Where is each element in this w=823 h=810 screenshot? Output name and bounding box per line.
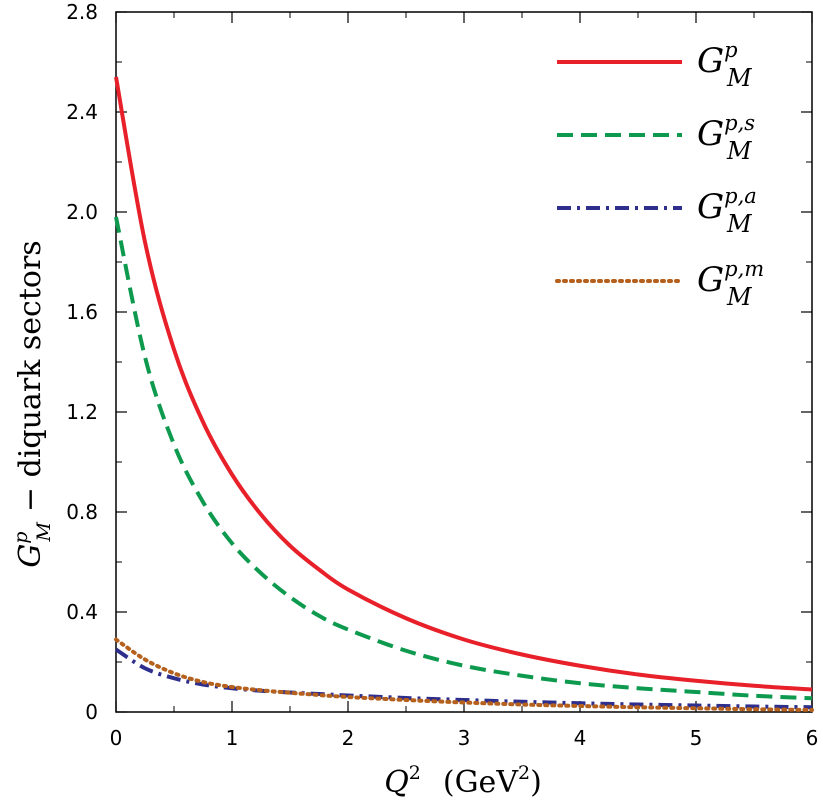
- series-line-1: [114, 76, 813, 692]
- x-tick-label: 1: [226, 726, 239, 750]
- x-axis-title: Q2 (GeV2): [384, 762, 542, 800]
- x-axis-title-unit: (GeV: [443, 765, 519, 800]
- x-axis-title-unit-sup: 2: [518, 762, 530, 784]
- legend-label-4: Gp,m: [697, 257, 764, 300]
- x-tick-label: 4: [574, 726, 587, 750]
- y-tick-label: 0.4: [66, 600, 98, 624]
- y-axis-title: GpM − diquark sectors: [10, 240, 55, 567]
- axis-ticks: 0 1 2 3 4 5 6 0 0.4 0.8 1.2 1.6 2.0 2.4 2.8: [66, 0, 818, 750]
- x-axis-title-unit-close: ): [530, 765, 542, 800]
- y-axis-title-sub: M: [33, 522, 55, 543]
- y-tick-label: 0: [85, 700, 98, 724]
- legend-label-3: Gp,a: [697, 184, 757, 227]
- y-axis-title-rest: − diquark sectors: [13, 240, 48, 512]
- legend-label-1: Gp: [697, 38, 738, 81]
- y-tick-label: 1.6: [66, 300, 98, 324]
- x-tick-label: 6: [806, 726, 819, 750]
- y-tick-label: 2.0: [66, 200, 98, 224]
- y-tick-label: 2.4: [66, 100, 98, 124]
- series-lines: [114, 76, 814, 712]
- y-axis-title-sup: p: [10, 532, 32, 544]
- series-line-4: [114, 637, 814, 712]
- legend-label-2: Gp,s: [697, 111, 755, 154]
- legend-label-sub-4: M: [726, 283, 753, 311]
- x-tick-label: 5: [690, 726, 703, 750]
- legend-label-sub-3: M: [726, 210, 753, 238]
- y-tick-label: 2.8: [66, 0, 98, 24]
- series-line-3: [114, 647, 813, 710]
- legend-label-sub-2: M: [726, 137, 753, 165]
- series-line-2: [114, 216, 813, 701]
- x-axis-title-main-sup: 2: [409, 762, 421, 784]
- y-tick-label: 0.8: [66, 500, 98, 524]
- legend-label-sub-1: M: [726, 64, 753, 92]
- x-tick-label: 2: [342, 726, 355, 750]
- x-axis-title-main: Q: [384, 765, 409, 800]
- y-tick-label: 1.2: [66, 400, 98, 424]
- y-axis-title-main: G: [13, 544, 48, 568]
- x-tick-label: 0: [110, 726, 123, 750]
- x-tick-label: 3: [458, 726, 471, 750]
